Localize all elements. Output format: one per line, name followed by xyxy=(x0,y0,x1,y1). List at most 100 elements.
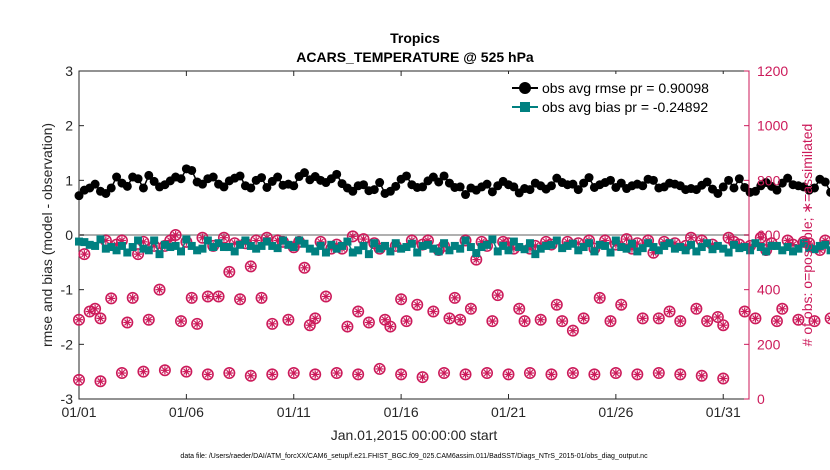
obs-circle xyxy=(362,316,375,329)
obs-star-stroke xyxy=(827,315,830,319)
y-axis-right-label: # of obs: o=possible; ∗=assimilated xyxy=(799,124,815,347)
bias-point xyxy=(676,243,685,252)
bias-point xyxy=(724,248,733,257)
obs-possible-point xyxy=(577,312,590,325)
obs-possible-point xyxy=(346,230,359,243)
obs-star-stroke xyxy=(91,305,99,313)
obs-assimilated-point xyxy=(416,371,429,384)
obs-circle xyxy=(266,368,279,381)
obs-circle xyxy=(674,368,687,381)
obs-possible-point xyxy=(309,312,322,325)
rmse-point xyxy=(783,173,793,183)
rmse-point xyxy=(369,185,379,195)
obs-circle xyxy=(609,367,622,380)
rmse-point xyxy=(90,179,100,189)
bias-point xyxy=(601,241,610,250)
obs-possible-point xyxy=(491,289,504,302)
obs-possible-point xyxy=(776,302,789,315)
obs-circle xyxy=(89,302,102,315)
bias-point xyxy=(262,237,271,246)
obs-possible-point xyxy=(234,293,247,306)
obs-possible-point xyxy=(142,313,155,326)
rmse-point xyxy=(133,174,143,184)
bias-point xyxy=(767,241,776,250)
y-tick-label: -2 xyxy=(61,336,74,352)
bias-point xyxy=(654,246,663,255)
bias-point xyxy=(466,243,475,252)
obs-assimilated-point xyxy=(609,367,622,380)
rmse-point xyxy=(772,185,782,195)
obs-assimilated-point xyxy=(223,367,236,380)
obs-possible-point xyxy=(824,312,830,325)
obs-circle xyxy=(180,365,193,378)
rmse-point xyxy=(482,179,492,189)
bias-point xyxy=(445,246,454,255)
obs-possible-point xyxy=(454,313,467,326)
obs-circle xyxy=(169,229,182,242)
obs-circle xyxy=(754,231,767,244)
y-tick-label: -1 xyxy=(61,282,74,298)
bias-point xyxy=(316,241,325,250)
obs-circle xyxy=(244,260,257,273)
obs-star-stroke xyxy=(215,293,222,300)
obs-star-stroke xyxy=(397,371,405,378)
bias-point xyxy=(96,235,105,244)
bias-point xyxy=(117,241,126,250)
obs-circle xyxy=(615,298,628,311)
obs-circle xyxy=(287,367,300,380)
obs-possible-point xyxy=(770,315,783,328)
bias-point xyxy=(568,239,577,248)
bias-series xyxy=(75,235,830,259)
bias-point xyxy=(407,239,416,248)
rmse-point xyxy=(718,182,728,192)
obs-possible-point xyxy=(738,305,751,318)
obs-star-stroke xyxy=(558,317,566,325)
obs-star-stroke xyxy=(193,320,201,328)
obs-star-stroke xyxy=(494,291,502,299)
obs-star-stroke xyxy=(381,316,389,323)
obs-possible-point xyxy=(266,317,279,330)
obs-possible-point xyxy=(486,315,499,328)
rmse-point xyxy=(257,173,267,183)
obs-circle xyxy=(153,283,166,296)
obs-assimilated-point xyxy=(395,368,408,381)
obs-circle xyxy=(137,365,150,378)
bias-point xyxy=(300,239,309,248)
obs-circle xyxy=(73,313,86,326)
obs-assimilated-point xyxy=(588,368,601,381)
bias-point xyxy=(241,236,250,245)
bias-point xyxy=(289,243,298,252)
obs-circle xyxy=(395,368,408,381)
rmse-point xyxy=(525,185,535,195)
bias-point xyxy=(364,250,373,259)
obs-possible-point xyxy=(94,312,107,325)
obs-circle xyxy=(588,368,601,381)
obs-possible-point xyxy=(191,317,204,330)
bias-point xyxy=(789,247,798,256)
obs-star-stroke xyxy=(446,315,453,322)
obs-star-stroke xyxy=(714,313,722,321)
obs-assimilated-point xyxy=(695,369,708,382)
rmse-point xyxy=(702,177,712,187)
rmse-point xyxy=(299,168,309,178)
obs-assimilated-point xyxy=(481,367,494,380)
obs-possible-point xyxy=(808,315,821,328)
bias-point xyxy=(209,243,218,252)
x-tick-label: 01/01 xyxy=(61,404,96,420)
obs-possible-point xyxy=(384,320,397,333)
bias-point xyxy=(198,244,207,253)
obs-circle xyxy=(201,368,214,381)
bias-point xyxy=(429,244,438,253)
obs-circle xyxy=(175,315,188,328)
obs-star-stroke xyxy=(145,316,153,323)
obs-circle xyxy=(158,364,171,377)
rmse-point xyxy=(273,172,283,182)
bias-point xyxy=(756,243,765,252)
rmse-point xyxy=(455,182,465,192)
obs-possible-point xyxy=(663,305,676,318)
bias-point xyxy=(740,243,749,252)
rmse-point xyxy=(584,173,594,183)
obs-assimilated-point xyxy=(523,367,536,380)
obs-circle xyxy=(185,291,198,304)
obs-circle xyxy=(395,293,408,306)
